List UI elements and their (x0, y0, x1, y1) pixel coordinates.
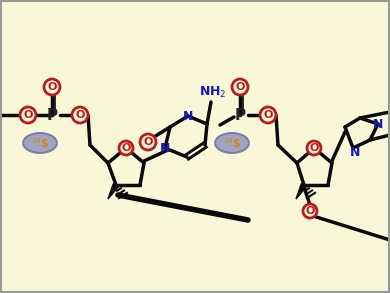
Text: O: O (305, 206, 315, 216)
Text: O: O (121, 143, 131, 153)
Text: NH$_2$: NH$_2$ (199, 84, 227, 100)
Ellipse shape (215, 133, 249, 153)
Text: N: N (183, 110, 193, 122)
Circle shape (140, 134, 156, 150)
Circle shape (20, 107, 36, 123)
Text: O: O (47, 82, 57, 92)
Text: N: N (350, 146, 360, 159)
Ellipse shape (23, 133, 57, 153)
Text: N: N (160, 142, 170, 154)
Circle shape (260, 107, 276, 123)
Text: O: O (23, 110, 33, 120)
Text: O: O (143, 137, 153, 147)
Text: P: P (46, 108, 58, 122)
Circle shape (119, 141, 133, 155)
Text: $^{34}$S: $^{34}$S (223, 136, 241, 150)
Text: N: N (373, 117, 383, 130)
Polygon shape (296, 183, 307, 199)
Text: P: P (234, 108, 246, 122)
Text: O: O (235, 82, 245, 92)
Text: O: O (309, 143, 319, 153)
Circle shape (72, 107, 88, 123)
Circle shape (232, 79, 248, 95)
Polygon shape (108, 183, 119, 199)
Circle shape (307, 141, 321, 155)
Circle shape (44, 79, 60, 95)
Text: O: O (75, 110, 85, 120)
Text: $^{34}$S: $^{34}$S (31, 136, 49, 150)
Text: O: O (263, 110, 273, 120)
Circle shape (303, 204, 317, 218)
